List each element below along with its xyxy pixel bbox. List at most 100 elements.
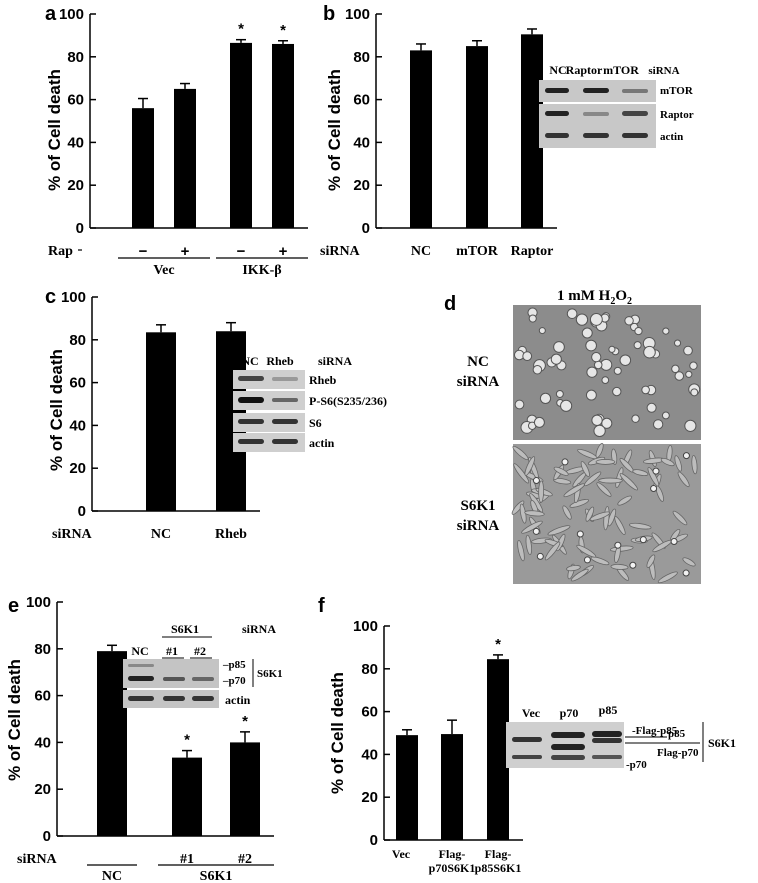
y-tick-label: 100	[59, 6, 84, 23]
rounded-cell	[561, 458, 569, 466]
rounded-cell	[633, 341, 642, 350]
rounded-cell	[614, 541, 622, 549]
cell-texture	[511, 307, 701, 584]
blot-header-label: NC	[549, 63, 566, 77]
bar	[172, 757, 202, 836]
spread-cell	[672, 510, 688, 526]
y-tick-label: 80	[361, 661, 378, 678]
x-tick-label: p85S6K1	[475, 861, 522, 875]
blot-row-label: Flag-p70	[657, 747, 699, 759]
significance-marker: *	[242, 713, 248, 730]
blot-band	[545, 133, 569, 138]
spread-cell	[553, 466, 569, 476]
spread-cell	[617, 495, 632, 506]
blot-band	[622, 111, 648, 116]
significance-marker: *	[184, 732, 190, 749]
bar	[230, 742, 260, 836]
blot-band	[545, 88, 569, 93]
blot-band	[583, 112, 609, 116]
y-tick-label: 100	[353, 618, 378, 635]
rounded-cell	[629, 561, 637, 569]
spread-cell	[517, 539, 525, 562]
blot-band	[272, 419, 298, 424]
rounded-cell	[581, 327, 593, 339]
x-tick-label: +	[279, 243, 288, 260]
blot-header-label: siRNA	[242, 622, 276, 636]
rounded-cell	[624, 316, 634, 326]
y-tick-label: 80	[353, 49, 370, 66]
rounded-cell	[528, 314, 537, 323]
x-tick-label: Raptor	[511, 244, 554, 259]
blot-e: NC S6K1 #1 #2 siRNA –p85 –p70 S6K1 actin	[123, 622, 283, 708]
y-tick-label: 80	[67, 49, 84, 66]
rounded-cell	[643, 345, 656, 359]
rounded-cell	[641, 385, 650, 395]
bar	[396, 735, 418, 840]
panel-d-nc-label: NC	[467, 354, 489, 370]
rounded-cell	[646, 402, 657, 413]
rounded-cell	[652, 467, 660, 475]
blot-band	[163, 677, 185, 681]
spread-cell	[614, 516, 626, 536]
spread-cell	[619, 473, 638, 491]
spread-cell	[524, 456, 536, 476]
blot-row-label: p85	[668, 728, 686, 740]
panel-e: e 0 20 40 60 80 100 % of Cell death * * siRNA #1 #2 N…	[5, 594, 274, 883]
spread-cell	[595, 443, 604, 458]
blot-row-label: mTOR	[660, 85, 694, 97]
spread-cell	[563, 483, 585, 498]
spread-cell	[647, 466, 660, 487]
bar	[487, 659, 509, 840]
y-tick-label: 20	[361, 789, 378, 806]
blot-band	[583, 88, 609, 93]
rounded-cell	[650, 484, 658, 492]
blot-row-label: -Flag-p85	[632, 725, 678, 737]
y-axis-title: % of Cell death	[45, 69, 64, 191]
x-tick-label: #1	[180, 852, 194, 867]
spread-cell	[646, 554, 656, 568]
spread-cell	[524, 510, 545, 517]
blot-header-label: p70	[560, 706, 579, 720]
y-tick-label: 100	[61, 289, 86, 306]
rounded-cell	[533, 416, 545, 428]
rounded-cell	[532, 527, 540, 535]
row-label: siRNA	[320, 244, 361, 259]
blot-band	[592, 731, 622, 737]
rounded-cell	[560, 399, 573, 412]
row-label: siRNA	[17, 852, 58, 867]
rounded-cell	[683, 345, 693, 356]
y-tick-label: 20	[353, 177, 370, 194]
rounded-cell	[601, 376, 610, 384]
bar	[132, 108, 154, 228]
spread-cell	[538, 480, 545, 503]
x-tick-label: NC	[151, 527, 171, 542]
spread-cell	[628, 522, 652, 530]
group-label: S6K1	[200, 869, 233, 883]
blot-header-label: Raptor	[566, 63, 603, 77]
x-tick-label: Vec	[392, 847, 411, 861]
blot-band	[622, 89, 648, 93]
spread-cell	[657, 571, 678, 584]
rounded-cell	[689, 361, 698, 370]
blot-band	[545, 111, 569, 116]
blot-row-label: Raptor	[660, 109, 694, 121]
blot-band	[128, 664, 154, 667]
x-tick-label: −	[139, 243, 148, 260]
blot-row-label: P-S6(S235/236)	[309, 394, 387, 408]
row-label: siRNA	[52, 527, 93, 542]
rounded-cell	[522, 351, 533, 362]
blot-band	[592, 738, 622, 743]
x-tick-label: mTOR	[456, 244, 499, 259]
spread-cell	[682, 557, 696, 567]
blot-band	[128, 696, 154, 701]
spread-cell	[569, 499, 590, 508]
blot-strip	[233, 413, 305, 432]
y-tick-label: 100	[26, 594, 51, 611]
blot-band	[551, 732, 585, 738]
significance-marker: *	[238, 21, 244, 38]
blot-band	[592, 755, 622, 759]
spread-cell	[562, 505, 572, 520]
blot-band	[128, 676, 154, 681]
panel-label-f: f	[318, 595, 325, 617]
